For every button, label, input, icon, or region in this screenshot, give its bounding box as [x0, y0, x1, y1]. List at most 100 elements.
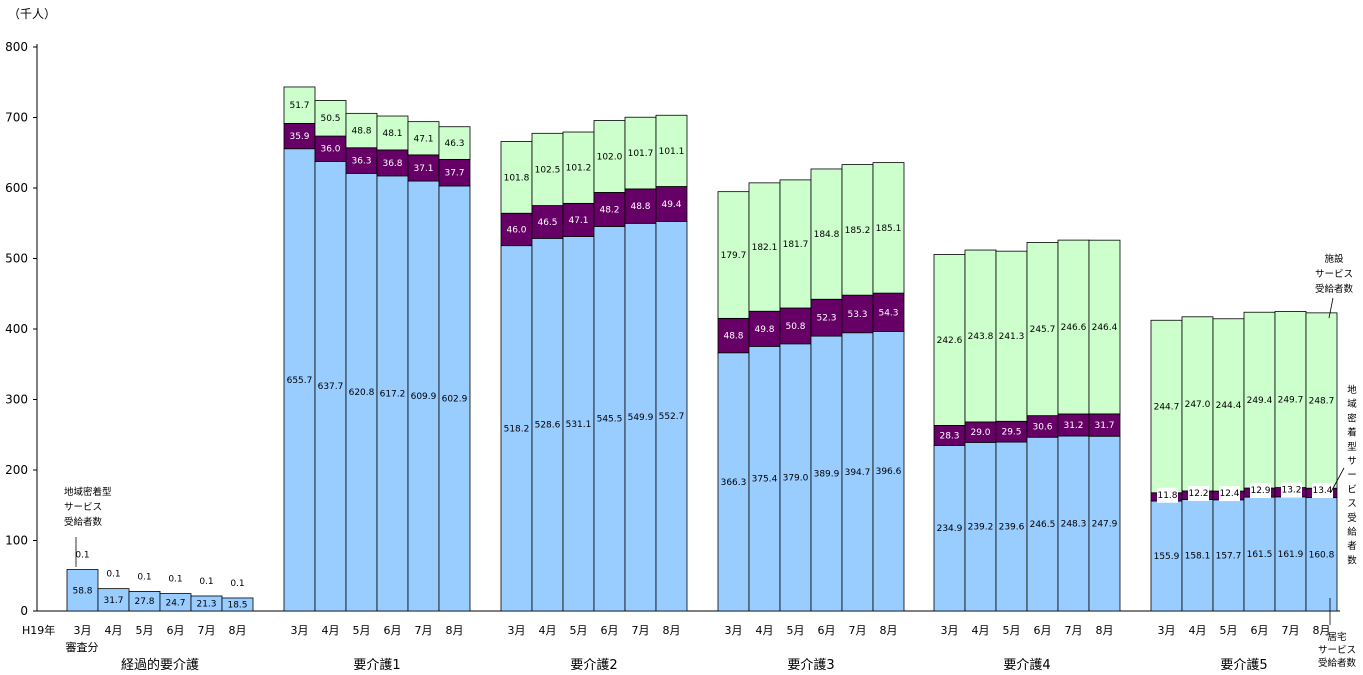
x-month-label: 6月	[818, 624, 836, 637]
bar-home-value: 239.6	[999, 523, 1025, 533]
annotations: 地域密着型サービス受給者数施設サービス受給者数地域密着型サービス受給者数居宅サー…	[64, 253, 1357, 669]
bar-facility-segment	[779, 179, 812, 309]
x-month-label: 4月	[756, 624, 774, 637]
bar-community-value: 0.1	[137, 572, 151, 582]
bar-home-value: 609.9	[411, 392, 437, 402]
bar-community-value: 47.1	[568, 216, 588, 226]
bar-facility-segment	[1088, 239, 1121, 415]
y-tick-label: 100	[5, 534, 28, 548]
annotation-leader-line	[1328, 297, 1334, 319]
x-month-label: 4月	[1189, 624, 1207, 637]
bar-community-segment	[531, 205, 564, 239]
bar-home-segment	[748, 345, 781, 612]
bar-home-value: 366.3	[721, 478, 747, 488]
bar-facility-segment	[283, 86, 316, 124]
bar-community-value: 49.4	[661, 200, 681, 210]
annotation-community-right-char: サ	[1347, 456, 1357, 467]
bar-facility-value: 185.2	[845, 226, 871, 236]
x-month-label: 8月	[1096, 624, 1114, 637]
bar-home-segment	[964, 441, 997, 612]
bar-community-value: 46.5	[537, 218, 557, 228]
bar-home-value: 655.7	[287, 376, 313, 386]
bar-home-segment	[779, 343, 812, 612]
bar-community-value: 48.2	[599, 205, 619, 215]
bar-home-segment	[933, 444, 966, 612]
bar-home-value: 637.7	[318, 382, 344, 392]
bar-home-value: 552.7	[659, 412, 685, 422]
value-labels: 58.8 0.1 31.7 0.1 27.8 0.1 24.7 0.1 21.3 0.1 18.5 0…	[72, 101, 1334, 610]
bar-community-segment	[717, 317, 750, 354]
x-month-label: 3月	[1158, 624, 1176, 637]
bar-facility-segment	[345, 112, 378, 149]
x-month-label: 4月	[972, 624, 990, 637]
bar-community-segment	[314, 135, 347, 162]
bar-facility-segment	[1212, 318, 1245, 492]
bar-facility-segment	[964, 249, 997, 423]
bar-community-value: 36.3	[351, 157, 371, 167]
annotation-community-left-line: 受給者数	[64, 516, 103, 528]
bar-facility-segment	[593, 120, 626, 193]
x-month-label: 7月	[198, 624, 216, 637]
y-tick-label: 400	[5, 322, 28, 336]
bar-facility-segment	[407, 121, 440, 156]
bar-home-segment	[1088, 435, 1121, 612]
bar-community-segment	[438, 158, 471, 187]
bar-community-segment	[624, 188, 657, 224]
bar-home-value: 31.7	[103, 596, 123, 606]
bar-community-segment	[376, 149, 409, 177]
bars	[66, 86, 1338, 612]
bar-home-value: 396.6	[876, 467, 902, 477]
bar-facility-segment	[748, 182, 781, 312]
annotation-home-right-line: 居宅	[1327, 631, 1346, 643]
bar-home-segment	[345, 172, 378, 612]
bar-community-value: 36.8	[382, 159, 402, 169]
bar-home-segment	[593, 226, 626, 612]
bar-home-segment	[624, 222, 657, 612]
bar-community-value-bg	[1157, 487, 1178, 503]
bar-home-segment	[1057, 435, 1090, 612]
bar-facility-segment	[376, 115, 409, 151]
x-month-label: 8月	[446, 624, 464, 637]
bar-facility-value: 46.3	[444, 139, 464, 149]
bar-facility-value: 179.7	[721, 251, 747, 261]
bar-home-value: 518.2	[504, 424, 530, 434]
x-month-label: 7月	[415, 624, 433, 637]
bar-home-segment	[1212, 499, 1245, 612]
bar-home-value: 545.5	[597, 415, 623, 425]
y-tick-label: 500	[5, 252, 28, 266]
annotation-leader-line	[1330, 467, 1345, 493]
bar-facility-value: 241.3	[999, 332, 1025, 342]
x-month-label: 7月	[1065, 624, 1083, 637]
bar-community-value-bg	[1250, 483, 1271, 499]
bar-community-value: 28.3	[939, 431, 959, 441]
bar-home-value: 155.9	[1154, 552, 1180, 562]
annotation-community-right-char: 受	[1347, 512, 1357, 524]
x-month-label: 5月	[787, 624, 805, 637]
x-month-label: 6月	[1034, 624, 1052, 637]
bar-facility-segment	[1305, 312, 1338, 489]
bar-community-value: 29.0	[970, 428, 990, 438]
bar-home-segment	[841, 332, 874, 612]
bar-facility-value: 101.8	[504, 173, 530, 183]
bar-facility-segment	[562, 131, 595, 204]
bar-home-segment	[500, 245, 533, 612]
bar-facility-value: 51.7	[289, 101, 309, 111]
bar-facility-value: 181.7	[783, 240, 809, 250]
bar-home-value: 157.7	[1216, 551, 1242, 561]
y-tick-label: 0	[20, 604, 28, 618]
annotation-home-right-line: 受給者数	[1318, 657, 1357, 669]
bar-facility-segment	[314, 100, 347, 137]
y-unit-label: （千人）	[8, 7, 56, 21]
bar-home-value: 617.2	[380, 389, 406, 399]
bar-community-value-bg	[1312, 483, 1333, 499]
x-group-label: 要介護2	[570, 657, 617, 673]
bar-facility-segment	[717, 191, 750, 319]
bar-home-value: 531.1	[566, 420, 592, 430]
bar-facility-value: 101.7	[628, 149, 654, 159]
bar-community-value: 29.5	[1001, 428, 1021, 438]
bar-community-value: 49.8	[754, 325, 774, 335]
bar-home-segment	[531, 237, 564, 612]
bar-facility-value: 242.6	[937, 336, 963, 346]
bar-community-value: 36.0	[320, 145, 340, 155]
